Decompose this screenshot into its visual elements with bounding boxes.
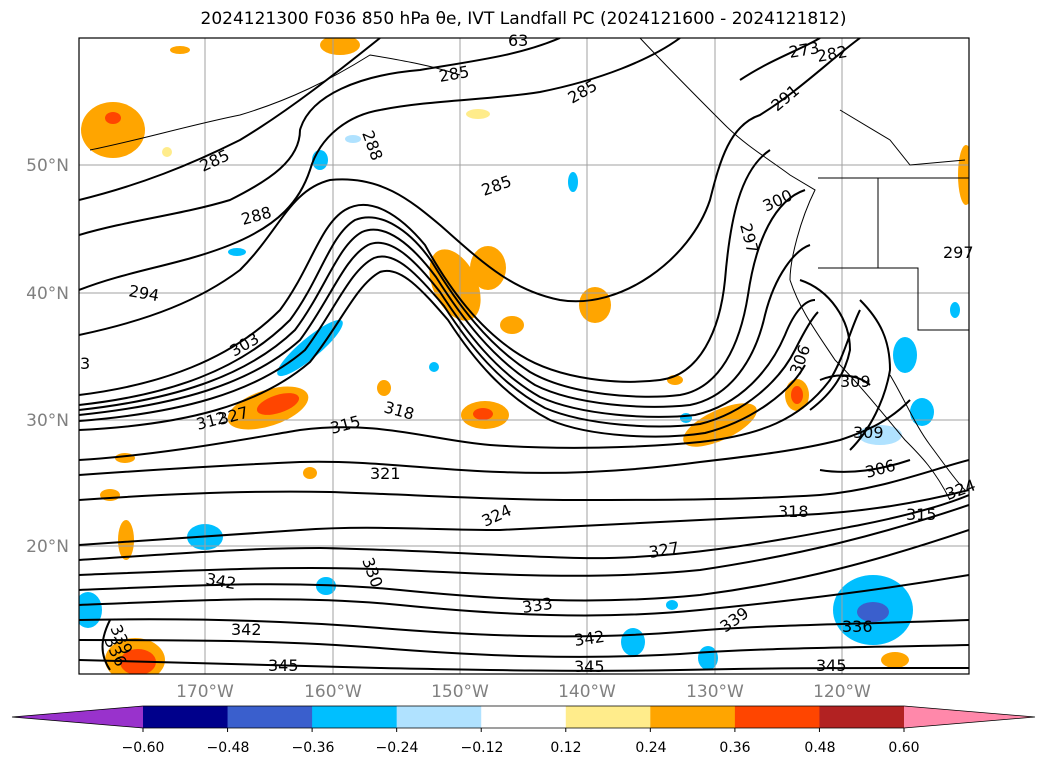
contour-label: 321 — [370, 464, 401, 483]
colorbar-tick-label: 0.48 — [804, 740, 835, 756]
contour-label: 309 — [840, 372, 871, 391]
contour-label: 342 — [231, 620, 262, 639]
contour-label: 309 — [853, 423, 884, 442]
colorbar-segment — [143, 706, 229, 728]
colorbar-segment — [312, 706, 398, 728]
colorbar-segment — [819, 706, 905, 728]
contour-label: 345 — [574, 657, 605, 676]
lon-label: 120°W — [813, 682, 871, 702]
colorbar-tick-label: −0.12 — [461, 740, 504, 756]
colorbar-tick-label: 0.12 — [550, 740, 581, 756]
figure-title: 2024121300 F036 850 hPa θe, IVT Landfall… — [200, 9, 847, 29]
contour-label: 345 — [816, 656, 847, 675]
contour-label: 297 — [943, 243, 974, 262]
colorbar-tick-label: 0.36 — [719, 740, 750, 756]
colorbar-tick-label: −0.60 — [122, 740, 165, 756]
colorbar-tick-label: −0.36 — [292, 740, 335, 756]
contour-label: 333 — [521, 594, 554, 617]
lat-label: 40°N — [26, 284, 69, 304]
map-area — [79, 38, 969, 674]
colorbar-tick-label: 0.24 — [635, 740, 666, 756]
colorbar-segment — [227, 706, 313, 728]
lon-label: 160°W — [304, 682, 362, 702]
lon-label: 170°W — [176, 682, 234, 702]
latitude-labels: 50°N 40°N 30°N 20°N — [26, 156, 69, 557]
lat-label: 30°N — [26, 411, 69, 431]
colorbar-extend-min — [12, 706, 143, 728]
colorbar-segment — [565, 706, 651, 728]
contour-label: 315 — [906, 505, 937, 524]
colorbar-tick-label: −0.48 — [207, 740, 250, 756]
contour-labels: 285 285 285 285 288 288 291 294 297 297 … — [80, 31, 978, 676]
colorbar — [11, 705, 1036, 732]
contour-label: 3 — [80, 354, 90, 373]
coastlines — [89, 38, 969, 501]
lon-label: 140°W — [558, 682, 616, 702]
map-border — [78, 37, 970, 675]
lon-label: 150°W — [431, 682, 489, 702]
colorbar-extend-max — [904, 706, 1035, 728]
colorbar-tick-label: 0.60 — [888, 740, 919, 756]
contour-label: 63 — [508, 31, 528, 50]
colorbar-segment — [481, 706, 567, 728]
contour-label: 345 — [268, 656, 299, 675]
contour-label: 336 — [842, 617, 873, 636]
lon-label: 130°W — [686, 682, 744, 702]
colorbar-segment — [396, 706, 482, 728]
lat-label: 50°N — [26, 156, 69, 176]
longitude-labels: 170°W 160°W 150°W 140°W 130°W 120°W — [176, 682, 871, 702]
colorbar-segment — [650, 706, 736, 728]
colorbar-tick-label: −0.24 — [376, 740, 419, 756]
lat-label: 20°N — [26, 537, 69, 557]
colorbar-segment — [734, 706, 820, 728]
contour-label: 342 — [573, 627, 606, 650]
contour-label: 318 — [778, 502, 809, 521]
colorbar-tick-labels: −0.60 −0.48 −0.36 −0.24 −0.12 0.12 0.24 … — [122, 740, 920, 756]
theta-e-contours — [79, 38, 969, 672]
